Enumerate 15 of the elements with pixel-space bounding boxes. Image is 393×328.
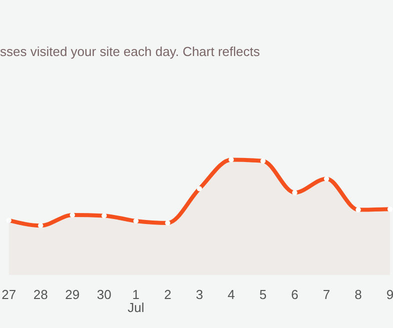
chart-title: sses visited your site each day. Chart reflects bbox=[0, 44, 260, 59]
x-tick-label: 2 bbox=[164, 287, 172, 302]
x-tick-label: 9 bbox=[386, 287, 393, 302]
x-tick-label: 3 bbox=[196, 287, 204, 302]
x-tick-label: 4 bbox=[228, 287, 235, 302]
x-tick-label: 1 bbox=[132, 287, 140, 302]
x-tick-label: 28 bbox=[33, 287, 48, 302]
x-tick-label: 8 bbox=[354, 287, 362, 302]
x-tick-label: 5 bbox=[259, 287, 267, 302]
x-tick-label: 27 bbox=[2, 287, 16, 302]
text: Jul bbox=[128, 300, 144, 315]
x-tick-label: 6 bbox=[291, 287, 298, 302]
x-tick-label: 29 bbox=[65, 287, 80, 302]
x-tick-label: 30 bbox=[96, 287, 112, 302]
x-tick-label: 7 bbox=[322, 287, 330, 302]
